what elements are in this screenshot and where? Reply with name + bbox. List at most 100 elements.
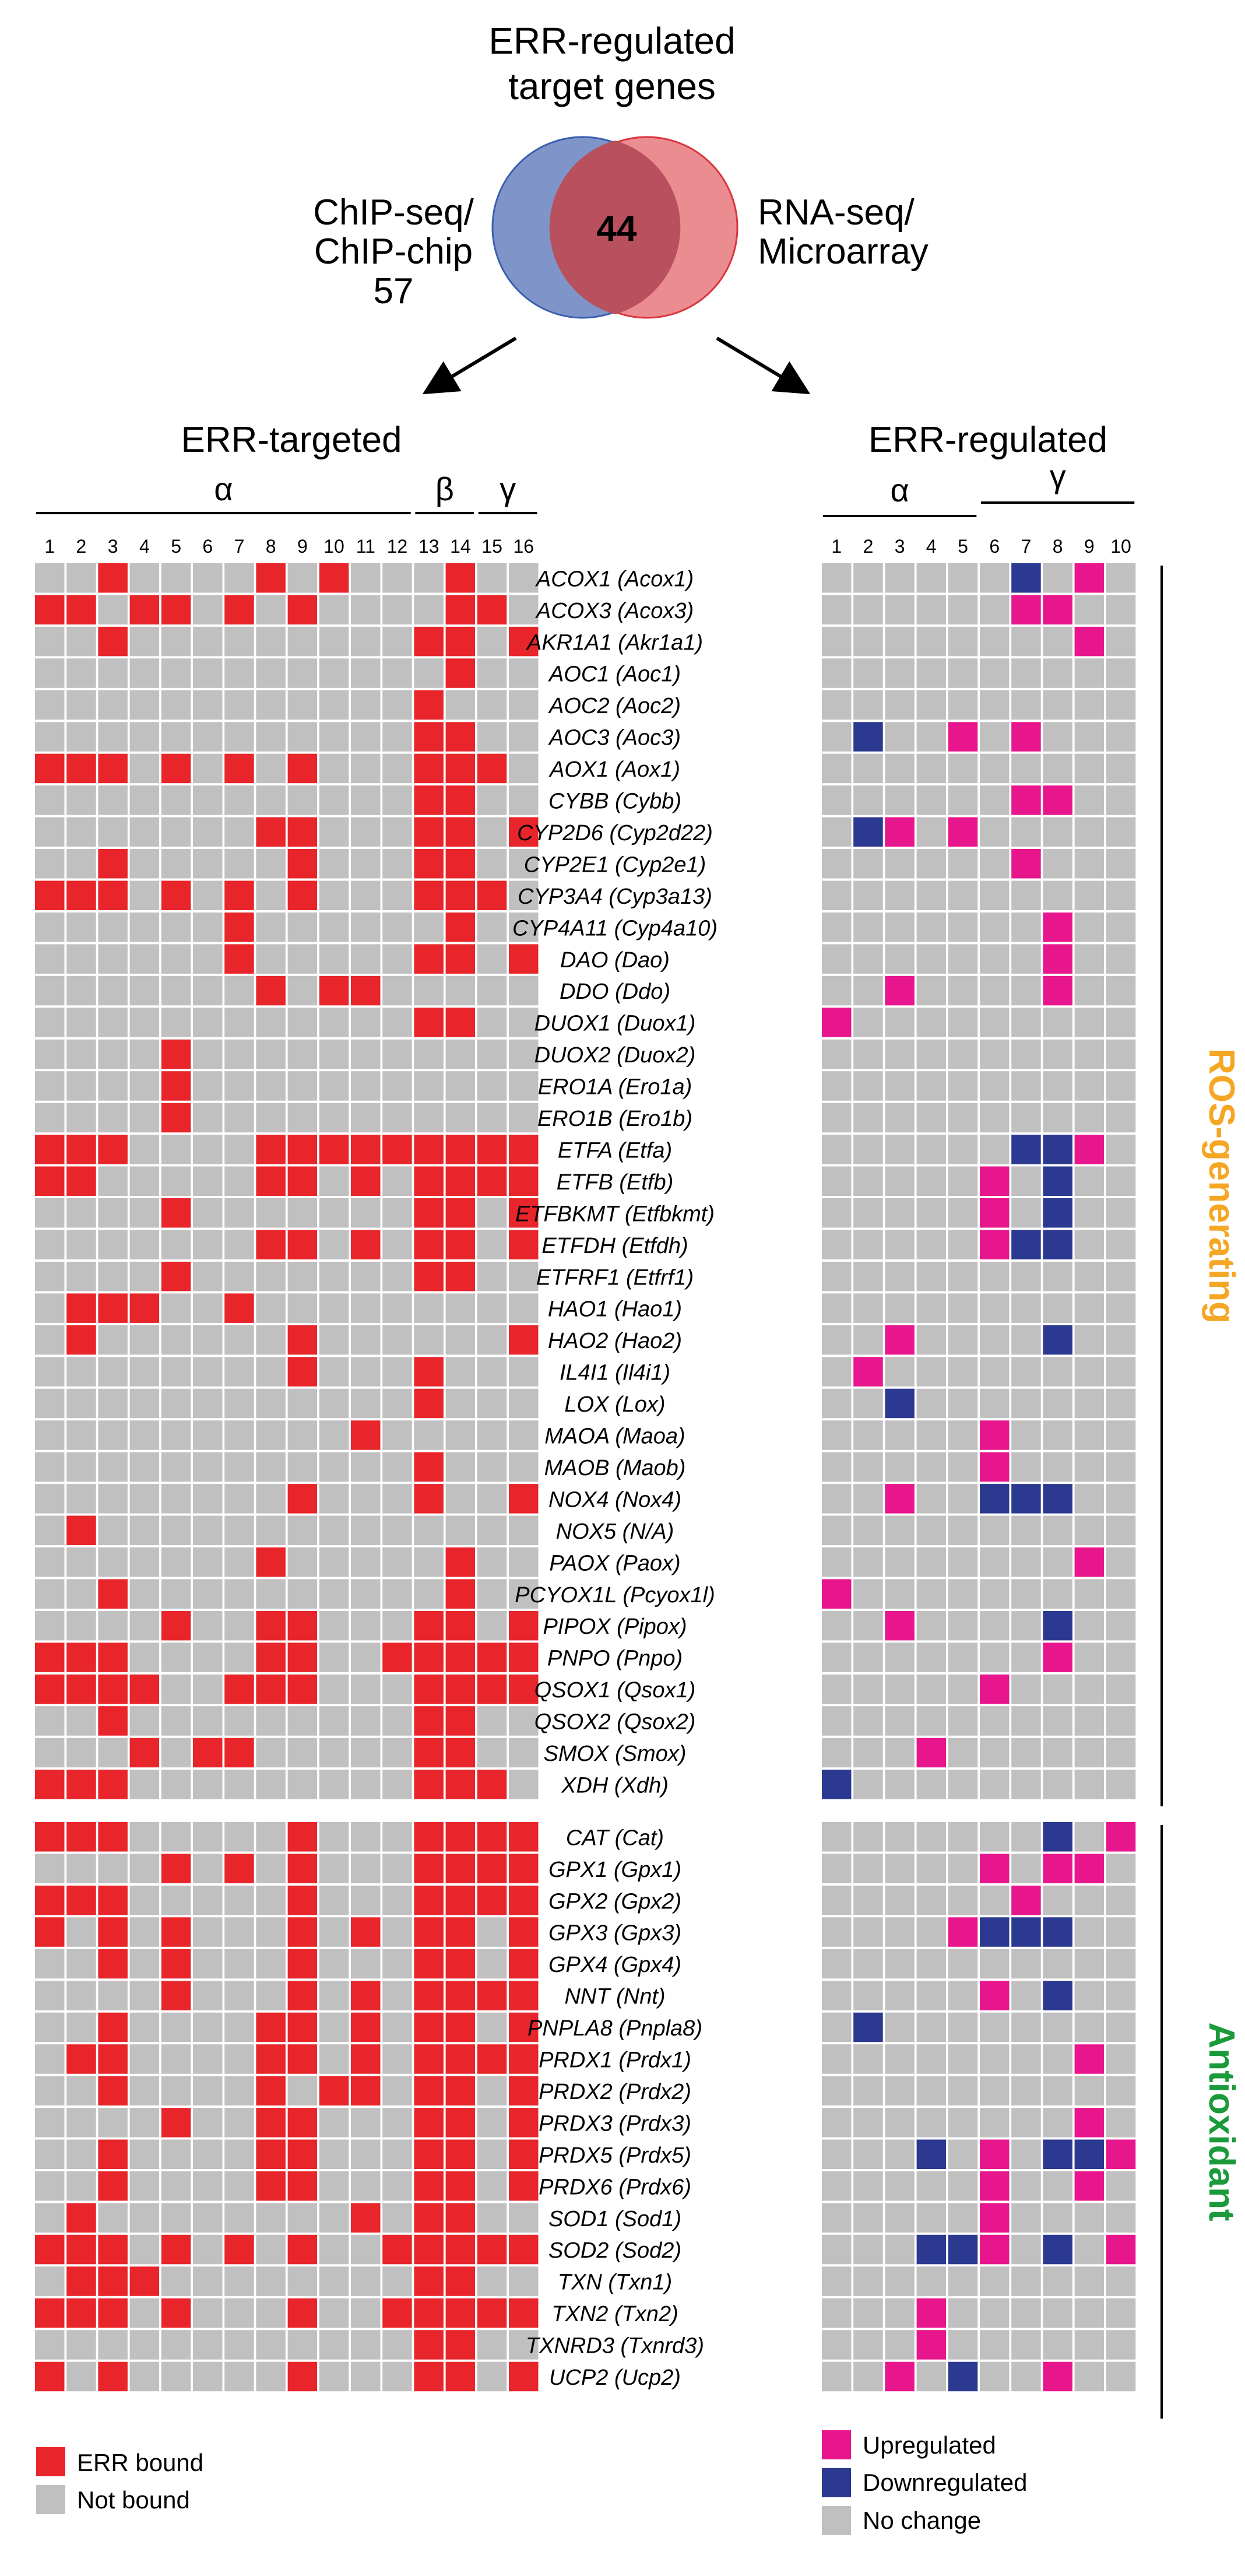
- cell-not-bound: [509, 785, 539, 815]
- cell-not-bound: [382, 1484, 412, 1514]
- cell-no-change: [1043, 1547, 1072, 1577]
- cell-not-bound: [224, 2361, 254, 2392]
- cell-not-bound: [256, 849, 286, 879]
- cell-no-change: [885, 1547, 915, 1577]
- cell-not-bound: [477, 658, 507, 688]
- cell-bound: [287, 1949, 318, 1979]
- cell-no-change: [1011, 1008, 1041, 1037]
- gene-label: HAO1 (Hao1): [548, 1297, 682, 1322]
- cell-bound: [445, 658, 476, 688]
- cell-not-bound: [256, 1198, 286, 1228]
- cell-no-change: [885, 2266, 915, 2296]
- cell-bound: [287, 1166, 318, 1196]
- cell-not-bound: [129, 817, 160, 847]
- gene-label: PRDX3 (Prdx3): [539, 2111, 691, 2136]
- cell-upregulated: [980, 1198, 1010, 1228]
- cell-bound: [445, 1579, 476, 1609]
- gene-label: CYP2E1 (Cyp2e1): [524, 852, 706, 877]
- cell-not-bound: [351, 1103, 381, 1133]
- cell-not-bound: [161, 1420, 191, 1450]
- cell-not-bound: [509, 1770, 539, 1799]
- left-column-number: 16: [514, 536, 534, 557]
- cell-bound: [129, 1674, 160, 1704]
- cell-not-bound: [129, 1325, 160, 1355]
- cell-not-bound: [256, 1325, 286, 1355]
- cell-not-bound: [351, 1515, 381, 1545]
- cell-no-change: [1106, 1452, 1136, 1482]
- cell-bound: [414, 690, 444, 720]
- cell-no-change: [916, 753, 947, 784]
- cell-bound: [66, 1822, 96, 1852]
- cell-not-bound: [129, 2330, 160, 2360]
- cell-no-change: [948, 1293, 978, 1323]
- gene-label: AOX1 (Aox1): [548, 757, 680, 782]
- cell-not-bound: [66, 1452, 96, 1482]
- cell-bound: [287, 2139, 318, 2169]
- cell-no-change: [822, 722, 852, 752]
- legend-swatch-no-change: [822, 2506, 851, 2535]
- cell-no-change: [853, 1885, 883, 1915]
- cell-bound: [161, 2234, 191, 2265]
- antioxidant-category-label: Antioxidant: [1201, 2023, 1242, 2221]
- cell-bound: [351, 975, 381, 1006]
- cell-not-bound: [256, 2266, 286, 2296]
- gene-label: NOX5 (N/A): [556, 1519, 674, 1544]
- cell-bound: [98, 880, 128, 910]
- cell-no-change: [948, 2298, 978, 2328]
- cell-not-bound: [287, 1071, 318, 1101]
- cell-not-bound: [66, 1547, 96, 1577]
- cell-bound: [35, 2298, 65, 2328]
- cell-no-change: [853, 975, 883, 1006]
- cell-no-change: [948, 1770, 978, 1799]
- cell-no-change: [1074, 1261, 1105, 1291]
- cell-no-change: [980, 1885, 1010, 1915]
- cell-not-bound: [382, 913, 412, 942]
- gene-label: DUOX1 (Duox1): [534, 1012, 696, 1036]
- cell-not-bound: [319, 1738, 349, 1768]
- cell-upregulated: [1043, 785, 1072, 815]
- cell-bound: [287, 849, 318, 879]
- cell-no-change: [1106, 1420, 1136, 1450]
- cell-bound: [161, 595, 191, 624]
- cell-not-bound: [66, 785, 96, 815]
- cell-not-bound: [477, 1230, 507, 1259]
- cell-not-bound: [161, 1484, 191, 1514]
- cell-upregulated: [1106, 2139, 1136, 2169]
- cell-not-bound: [287, 1420, 318, 1450]
- cell-no-change: [980, 785, 1010, 815]
- legend-swatch-not-bound: [36, 2485, 65, 2514]
- cell-no-change: [853, 849, 883, 879]
- cell-bound: [256, 2171, 286, 2201]
- cell-not-bound: [129, 1981, 160, 2010]
- cell-bound: [414, 2298, 444, 2328]
- cell-not-bound: [66, 2171, 96, 2201]
- cell-not-bound: [98, 722, 128, 752]
- cell-not-bound: [382, 1917, 412, 1947]
- cell-not-bound: [193, 1071, 223, 1101]
- cell-not-bound: [382, 817, 412, 847]
- cell-not-bound: [509, 1738, 539, 1768]
- left-column-number: 14: [450, 536, 471, 557]
- cell-not-bound: [256, 880, 286, 910]
- cell-bound: [35, 2361, 65, 2392]
- cell-no-change: [1074, 1230, 1105, 1259]
- cell-no-change: [948, 1643, 978, 1672]
- cell-no-change: [1106, 1579, 1136, 1609]
- cell-not-bound: [66, 2108, 96, 2138]
- gene-label: GPX1 (Gpx1): [548, 1858, 681, 1882]
- gene-label: LOX (Lox): [564, 1392, 665, 1417]
- cell-not-bound: [445, 1388, 476, 1419]
- gene-label: AOC2 (Aoc2): [548, 694, 681, 718]
- cell-bound: [414, 1008, 444, 1037]
- cell-not-bound: [287, 2076, 318, 2106]
- cell-not-bound: [224, 1008, 254, 1037]
- cell-bound: [509, 2234, 539, 2265]
- cell-upregulated: [1043, 1854, 1072, 1883]
- cell-no-change: [980, 913, 1010, 942]
- cell-not-bound: [414, 1515, 444, 1545]
- cell-no-change: [1011, 2012, 1041, 2042]
- cell-not-bound: [414, 975, 444, 1006]
- cell-bound: [66, 2298, 96, 2328]
- cell-downregulated: [1043, 2234, 1072, 2265]
- cell-bound: [35, 1674, 65, 1704]
